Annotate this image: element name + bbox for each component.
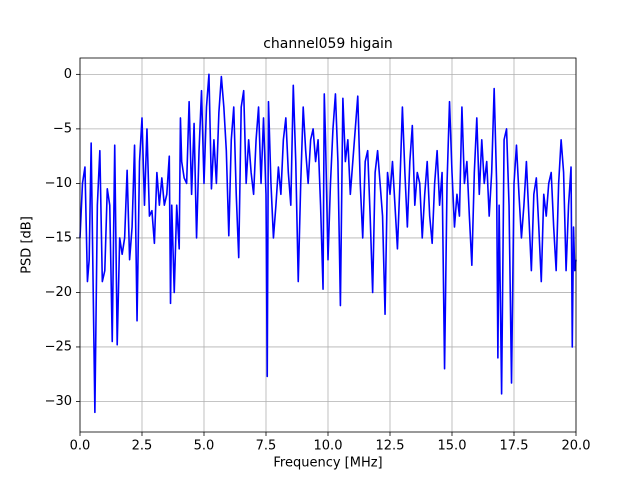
data-line — [79, 73, 577, 414]
x-tick-label: 12.5 — [376, 439, 405, 454]
y-tick-label: −5 — [53, 121, 72, 136]
x-tick-label: 15.0 — [438, 439, 467, 454]
x-tick-label: 10.0 — [314, 439, 343, 454]
y-tick-label: −20 — [45, 285, 72, 300]
y-tick-label: −15 — [45, 230, 72, 245]
x-tick-label: 7.5 — [256, 439, 277, 454]
y-tick-label: −30 — [45, 394, 72, 409]
plot-area — [79, 73, 577, 414]
x-tick-label: 17.5 — [500, 439, 529, 454]
x-axis-label: Frequency [MHz] — [273, 456, 382, 471]
y-tick-label: −10 — [45, 176, 72, 191]
x-tick-label: 2.5 — [132, 439, 153, 454]
x-tick-label: 5.0 — [194, 439, 215, 454]
y-tick-label: −25 — [45, 339, 72, 354]
chart-title: channel059 higain — [263, 36, 393, 52]
y-tick-label: 0 — [64, 67, 72, 82]
x-tick-label: 0.0 — [70, 439, 91, 454]
x-tick-label: 20.0 — [562, 439, 591, 454]
y-axis-label: PSD [dB] — [20, 216, 35, 274]
